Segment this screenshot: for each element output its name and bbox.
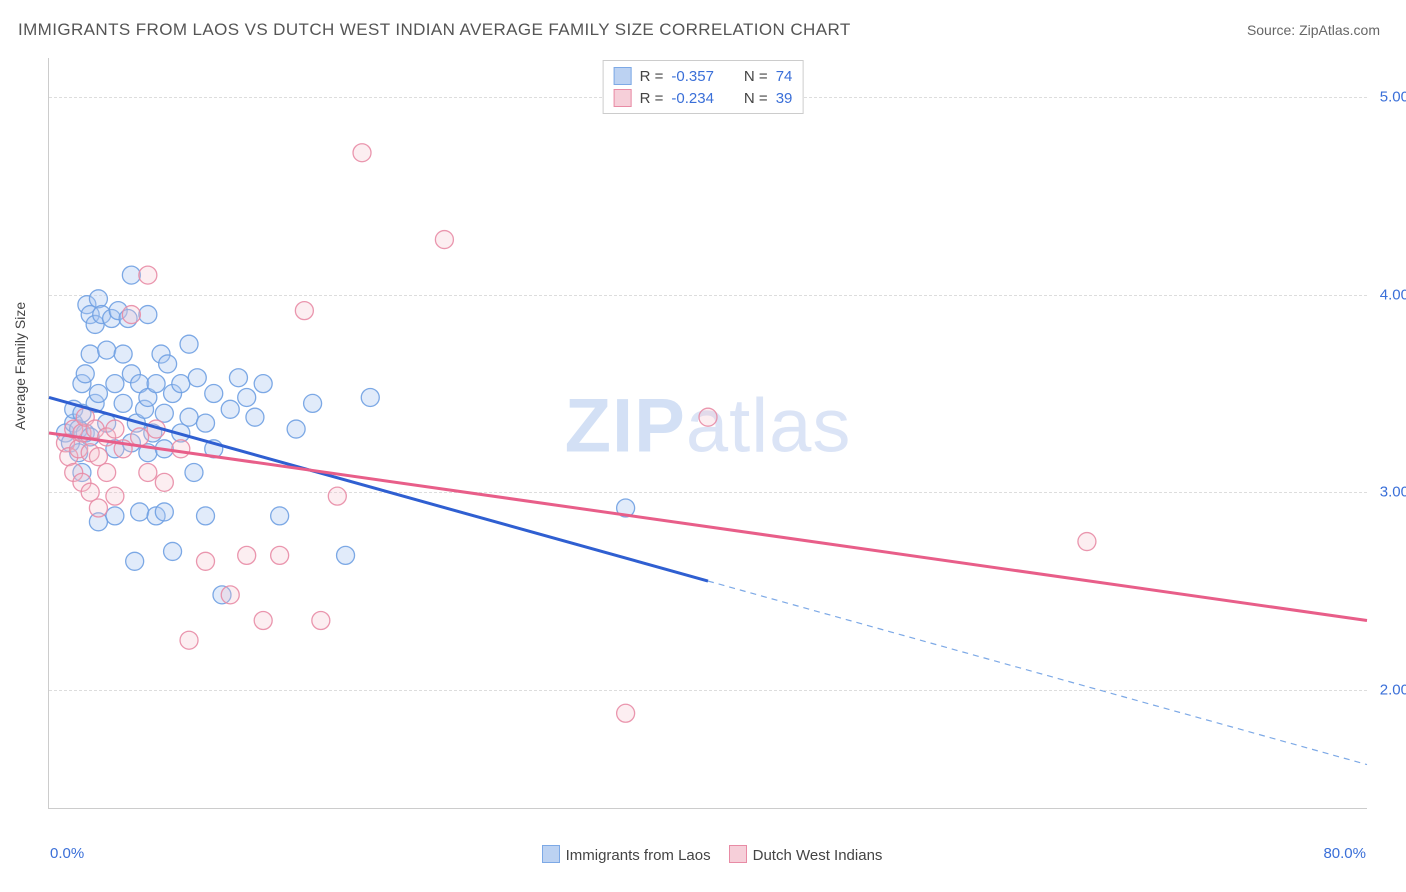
legend-swatch-dutch [614, 89, 632, 107]
scatter-point-laos [131, 503, 149, 521]
scatter-point-laos [180, 335, 198, 353]
scatter-point-laos [180, 408, 198, 426]
scatter-point-laos [98, 341, 116, 359]
scatter-point-laos [254, 375, 272, 393]
scatter-point-laos [126, 552, 144, 570]
scatter-point-dutch [617, 704, 635, 722]
y-axis-tick: 2.00 [1380, 681, 1406, 698]
scatter-point-dutch [238, 546, 256, 564]
scatter-point-dutch [1078, 533, 1096, 551]
y-axis-label: Average Family Size [12, 302, 28, 430]
scatter-point-laos [304, 394, 322, 412]
scatter-point-laos [155, 404, 173, 422]
scatter-point-dutch [312, 612, 330, 630]
scatter-point-laos [89, 290, 107, 308]
scatter-point-laos [197, 507, 215, 525]
source-label: Source: ZipAtlas.com [1247, 22, 1380, 38]
legend-r-value-dutch: -0.234 [671, 90, 714, 107]
legend-r-label: R = [640, 68, 664, 85]
scatter-point-laos [114, 394, 132, 412]
scatter-point-dutch [122, 306, 140, 324]
legend-row-dutch: R = -0.234 N = 39 [614, 87, 793, 109]
scatter-point-laos [229, 369, 247, 387]
scatter-point-dutch [131, 428, 149, 446]
scatter-svg [49, 58, 1367, 808]
scatter-point-dutch [180, 631, 198, 649]
bottom-legend-label-laos: Immigrants from Laos [566, 847, 711, 864]
trendline-laos-extrapolated [708, 581, 1367, 765]
scatter-point-laos [238, 388, 256, 406]
legend-n-value-dutch: 39 [776, 90, 793, 107]
plot-area: ZIPatlas 2.003.004.005.00 [48, 58, 1367, 809]
scatter-point-dutch [699, 408, 717, 426]
scatter-point-laos [246, 408, 264, 426]
scatter-point-dutch [89, 448, 107, 466]
scatter-point-laos [81, 345, 99, 363]
scatter-point-dutch [98, 463, 116, 481]
scatter-point-laos [89, 385, 107, 403]
scatter-point-laos [106, 375, 124, 393]
legend-r-label: R = [640, 90, 664, 107]
scatter-point-dutch [106, 487, 124, 505]
legend-n-label: N = [744, 68, 768, 85]
bottom-legend-label-dutch: Dutch West Indians [753, 847, 883, 864]
legend-n-value-laos: 74 [776, 68, 793, 85]
scatter-point-laos [271, 507, 289, 525]
scatter-point-dutch [435, 231, 453, 249]
trendline-dutch [49, 433, 1367, 621]
scatter-point-laos [155, 503, 173, 521]
scatter-point-dutch [106, 420, 124, 438]
scatter-point-laos [287, 420, 305, 438]
scatter-point-dutch [139, 463, 157, 481]
scatter-point-laos [114, 345, 132, 363]
scatter-point-laos [188, 369, 206, 387]
chart-title: IMMIGRANTS FROM LAOS VS DUTCH WEST INDIA… [18, 20, 851, 40]
scatter-point-dutch [197, 552, 215, 570]
scatter-point-dutch [139, 266, 157, 284]
scatter-point-dutch [155, 473, 173, 491]
bottom-legend-swatch-laos [542, 845, 560, 863]
scatter-point-dutch [221, 586, 239, 604]
legend-r-value-laos: -0.357 [671, 68, 714, 85]
scatter-point-dutch [353, 144, 371, 162]
scatter-point-laos [361, 388, 379, 406]
legend-swatch-laos [614, 67, 632, 85]
top-legend: R = -0.357 N = 74 R = -0.234 N = 39 [603, 60, 804, 114]
scatter-point-dutch [328, 487, 346, 505]
y-axis-tick: 5.00 [1380, 89, 1406, 106]
scatter-point-laos [197, 414, 215, 432]
scatter-point-laos [76, 365, 94, 383]
trendline-laos [49, 397, 708, 581]
bottom-legend-swatch-dutch [729, 845, 747, 863]
scatter-point-dutch [89, 499, 107, 517]
scatter-point-laos [337, 546, 355, 564]
scatter-point-laos [185, 463, 203, 481]
legend-row-laos: R = -0.357 N = 74 [614, 65, 793, 87]
scatter-point-laos [139, 306, 157, 324]
scatter-point-dutch [271, 546, 289, 564]
scatter-point-laos [147, 375, 165, 393]
scatter-point-laos [172, 375, 190, 393]
y-axis-tick: 3.00 [1380, 484, 1406, 501]
scatter-point-laos [122, 266, 140, 284]
scatter-point-laos [221, 400, 239, 418]
scatter-point-dutch [81, 483, 99, 501]
scatter-point-dutch [254, 612, 272, 630]
scatter-point-dutch [295, 302, 313, 320]
scatter-point-laos [159, 355, 177, 373]
scatter-point-laos [164, 542, 182, 560]
bottom-legend: Immigrants from Laos Dutch West Indians [0, 845, 1406, 864]
scatter-point-laos [205, 385, 223, 403]
scatter-point-laos [106, 507, 124, 525]
legend-n-label: N = [744, 90, 768, 107]
y-axis-tick: 4.00 [1380, 286, 1406, 303]
scatter-point-dutch [172, 440, 190, 458]
